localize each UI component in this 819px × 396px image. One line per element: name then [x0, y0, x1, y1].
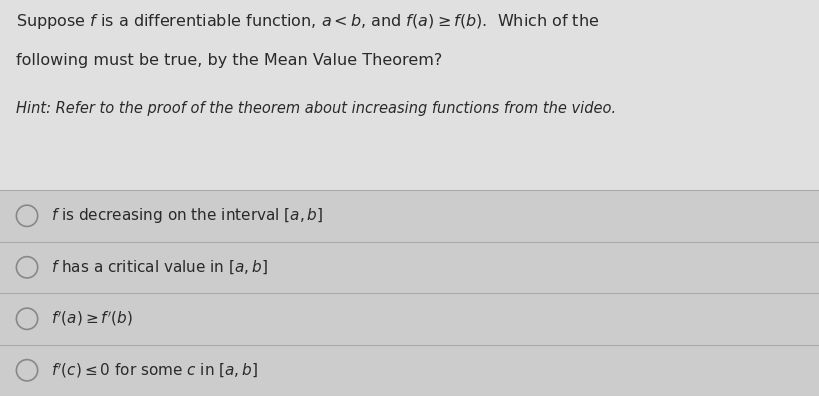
Bar [0, 190, 819, 242]
Text: Hint: Refer to the proof of the theorem about increasing functions from the vide: Hint: Refer to the proof of the theorem … [16, 101, 617, 116]
Text: $f'(c) \leq 0$ for some $c$ in $[a, b]$: $f'(c) \leq 0$ for some $c$ in $[a, b]$ [51, 361, 258, 379]
Text: Suppose $f$ is a differentiable function, $a < b$, and $f(a) \geq f(b)$.  Which : Suppose $f$ is a differentiable function… [16, 12, 600, 31]
Text: $f'(a) \geq f'(b)$: $f'(a) \geq f'(b)$ [51, 310, 133, 328]
Bar [0, 242, 819, 293]
Text: $f$ is decreasing on the interval $[a, b]$: $f$ is decreasing on the interval $[a, b… [51, 206, 323, 225]
Text: following must be true, by the Mean Value Theorem?: following must be true, by the Mean Valu… [16, 53, 442, 69]
Bar [0, 293, 819, 345]
Text: $f$ has a critical value in $[a, b]$: $f$ has a critical value in $[a, b]$ [51, 259, 268, 276]
Bar [0, 345, 819, 396]
